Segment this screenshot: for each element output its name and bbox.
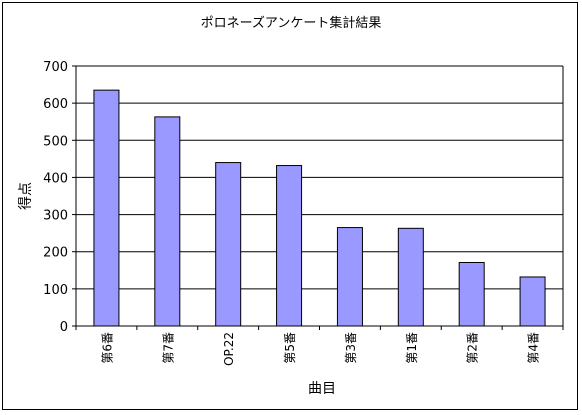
y-tick-label: 600 — [43, 97, 68, 112]
bar-2 — [154, 116, 181, 327]
x-tick-label: 第5番 — [283, 332, 297, 364]
x-tick-label: 第4番 — [527, 332, 541, 364]
plot-area: 0 100 200 300 400 500 600 700 第6番 第7番 OP.22 第5番 第3番 第… — [43, 60, 564, 366]
x-tick-label: 第7番 — [161, 332, 175, 364]
bar-6 — [397, 227, 424, 327]
y-tick-label: 200 — [43, 246, 68, 261]
x-tick-label: 第2番 — [466, 332, 480, 364]
x-tick-label: OP.22 — [222, 332, 236, 366]
plot-background — [76, 66, 563, 326]
bar-4 — [276, 165, 303, 327]
y-tick-label: 100 — [43, 283, 68, 298]
y-tick-label: 400 — [43, 171, 68, 186]
y-axis-label: 得点 — [17, 182, 34, 210]
x-axis-label: 曲目 — [308, 381, 336, 397]
x-tick-label: 第1番 — [405, 332, 419, 364]
bar-7 — [458, 261, 485, 327]
bar-3 — [215, 162, 242, 327]
y-tick-label: 0 — [60, 320, 68, 335]
x-tick-label: 第6番 — [100, 332, 114, 364]
y-tick-label: 700 — [43, 60, 68, 75]
bar-8 — [519, 276, 546, 327]
y-tick-label: 300 — [43, 209, 68, 224]
y-tick-label: 500 — [43, 134, 68, 149]
x-tick-label: 第3番 — [344, 332, 358, 364]
bar-1 — [93, 89, 120, 327]
chart-title: ポロネーズアンケート集計結果 — [201, 15, 382, 31]
bar-5 — [336, 227, 363, 327]
